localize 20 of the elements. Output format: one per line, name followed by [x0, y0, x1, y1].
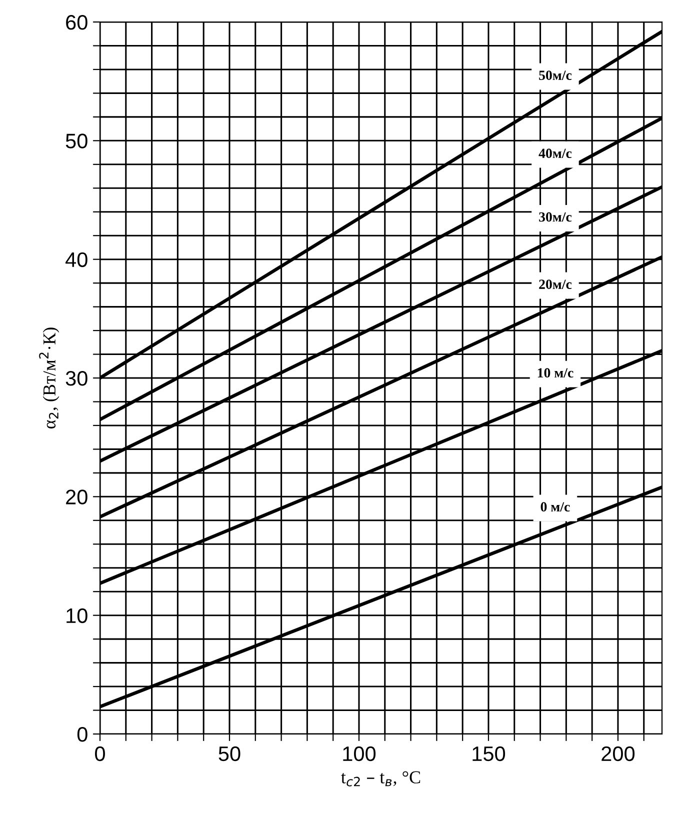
series-label: 40м/с	[538, 148, 572, 158]
series-label: 50м/с	[539, 70, 572, 80]
x-tick-label: 200	[602, 746, 635, 762]
x-tick-label: 150	[472, 746, 506, 762]
y-tick-label: 0	[77, 727, 88, 742]
x-tick-label: 100	[343, 746, 376, 762]
x-tick-label: 50	[218, 746, 240, 762]
series-label: 30м/с	[539, 212, 572, 222]
y-axis-title: α$_{2}$, (Вт/м$^{2}$·К)	[39, 328, 60, 428]
series-label: 20м/с	[539, 280, 572, 289]
x-tick-label: 0	[95, 746, 105, 762]
y-tick-label: 10	[66, 608, 88, 624]
y-tick-label: 20	[66, 490, 88, 504]
series-label: 0 м/с	[540, 502, 570, 512]
y-tick-label: 30	[66, 371, 88, 386]
y-tick-label: 50	[66, 134, 88, 148]
y-tick-label: 60	[66, 15, 88, 30]
y-tick-label: 40	[66, 252, 88, 268]
x-axis-title: t$_{с2}$ – t$_{в}$, °C	[341, 771, 420, 786]
series-label: 10 м/с	[538, 368, 574, 378]
